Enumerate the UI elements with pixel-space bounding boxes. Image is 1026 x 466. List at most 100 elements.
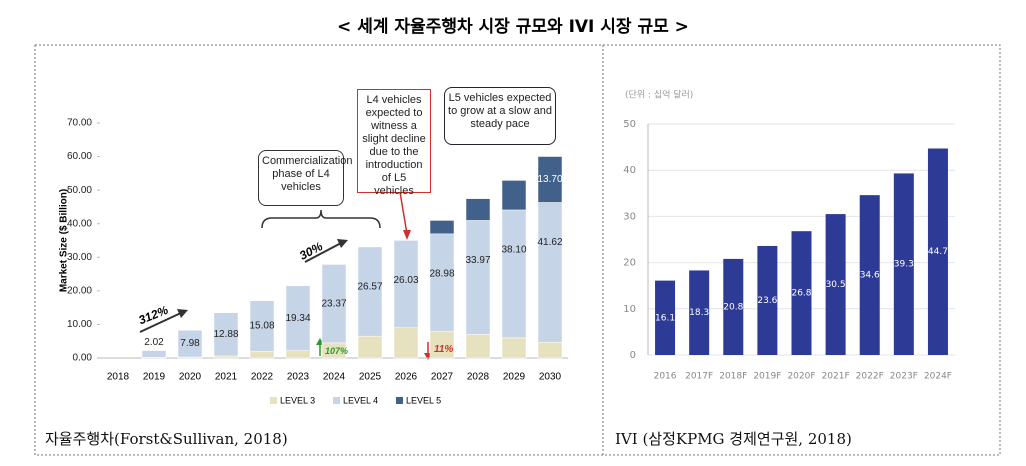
value-label: 28.98 (429, 268, 454, 279)
value-label: 2.02 (144, 337, 164, 348)
legend-swatch (396, 397, 403, 404)
value-label: 41.62 (537, 237, 562, 248)
legend-label: LEVEL 3 (280, 395, 315, 405)
unit-label: (단위 : 십억 달러) (625, 89, 693, 101)
value-label: 23.6 (757, 296, 777, 306)
x-tick-label: 2018 (107, 372, 130, 383)
growth-arrow (139, 311, 184, 333)
bar (859, 195, 880, 355)
bar (791, 231, 812, 355)
value-label: 7.98 (180, 338, 200, 349)
legend-label: LEVEL 4 (343, 395, 378, 405)
bar-segment (213, 355, 239, 359)
x-tick-label: 2020F (787, 372, 815, 382)
brace (261, 209, 381, 229)
value-label: 19.34 (285, 313, 310, 324)
bar-segment (537, 156, 563, 203)
bar (757, 245, 778, 355)
x-tick-label: 2017F (685, 372, 713, 382)
value-label: 26.8 (791, 289, 811, 299)
x-tick-label: 2028 (467, 372, 490, 383)
bar (825, 214, 846, 355)
legend-swatch (270, 397, 277, 404)
y-tick-label: 0.00 (73, 353, 93, 364)
x-tick-label: 2020 (179, 372, 202, 383)
bar (723, 258, 744, 355)
bar-segment (249, 300, 275, 352)
value-label: 15.08 (249, 321, 274, 332)
bar-segment (465, 198, 491, 221)
y-tick-label: 20 (623, 258, 636, 269)
bar (689, 270, 710, 355)
y-tick-label: 70.00 (67, 118, 92, 129)
bar-segment (465, 334, 491, 359)
annotation: 11% (434, 344, 454, 355)
y-tick-label: 50.00 (67, 185, 92, 196)
y-tick-label: 10 (623, 304, 636, 315)
annotation: L4 vehicles expected to witness a slight… (357, 89, 431, 197)
value-label: 30.5 (826, 280, 846, 290)
bar-segment (501, 180, 527, 211)
bar-segment (249, 351, 275, 359)
bar-segment (285, 285, 311, 351)
x-tick-label: 2016 (654, 372, 677, 382)
value-label: 18.3 (689, 308, 709, 318)
annotation: 107% (325, 346, 349, 356)
x-tick-label: 2027 (431, 372, 454, 383)
value-label: 12.88 (213, 329, 238, 340)
bar-segment (429, 330, 455, 359)
value-label: 44.7 (928, 247, 948, 257)
bar-segment (429, 220, 455, 235)
value-label: 16.1 (655, 313, 675, 323)
annotation: L5 vehicles expected to grow at a slow a… (444, 87, 556, 145)
x-tick-label: 2021F (822, 372, 850, 382)
x-tick-label: 2019F (753, 372, 781, 382)
y-tick-label: 40.00 (67, 218, 92, 229)
annotation: Commercialization phase of L4 vehicles (258, 150, 352, 206)
value-label: 33.97 (465, 255, 490, 266)
x-tick-label: 2023 (287, 372, 310, 383)
value-label: 26.03 (393, 275, 418, 286)
bar-segment (537, 341, 563, 359)
x-tick-label: 2026 (395, 372, 418, 383)
growth-arrow (304, 241, 344, 263)
bar-segment (393, 240, 419, 329)
bar-segment (429, 233, 455, 332)
bar-segment (357, 246, 383, 337)
bar-segment (501, 209, 527, 339)
bar-segment (537, 202, 563, 343)
arrow-head (337, 239, 348, 248)
arrow-head (403, 230, 411, 240)
x-tick-label: 2025 (359, 372, 382, 383)
x-tick-label: 2021 (215, 372, 238, 383)
bar-segment (141, 350, 167, 358)
x-tick-label: 2030 (539, 372, 562, 383)
bar-segment (285, 350, 311, 359)
legend-swatch (333, 397, 340, 404)
bar-segment (177, 329, 203, 358)
x-tick-label: 2024F (924, 372, 952, 382)
bar (927, 148, 948, 355)
legend-label: LEVEL 5 (406, 395, 441, 405)
y-axis-label: Market Size ($ Billion) (59, 189, 70, 292)
bar (893, 173, 914, 355)
bar-segment (357, 335, 383, 359)
value-label: 34.6 (860, 271, 880, 281)
bar (655, 280, 676, 355)
bar-segment (321, 264, 347, 344)
value-label: 26.57 (357, 282, 382, 293)
page-title: < 세계 자율주행차 시장 규모와 IVI 시장 규모 > (337, 17, 689, 37)
bar-segment (501, 337, 527, 359)
bar-segment (465, 220, 491, 335)
y-tick-label: 50 (623, 119, 636, 130)
y-tick-label: 40 (623, 165, 636, 176)
value-label: 20.8 (723, 302, 743, 312)
x-tick-label: 2024 (323, 372, 346, 383)
caption: IVI (삼정KPMG 경제연구원, 2018) (615, 430, 852, 448)
callout-arrow (399, 191, 408, 235)
y-tick-label: 60.00 (67, 151, 92, 162)
value-label: 38.10 (501, 245, 526, 256)
arrow-head (177, 309, 188, 318)
x-tick-label: 2022F (856, 372, 884, 382)
y-tick-label: 10.00 (67, 319, 92, 330)
